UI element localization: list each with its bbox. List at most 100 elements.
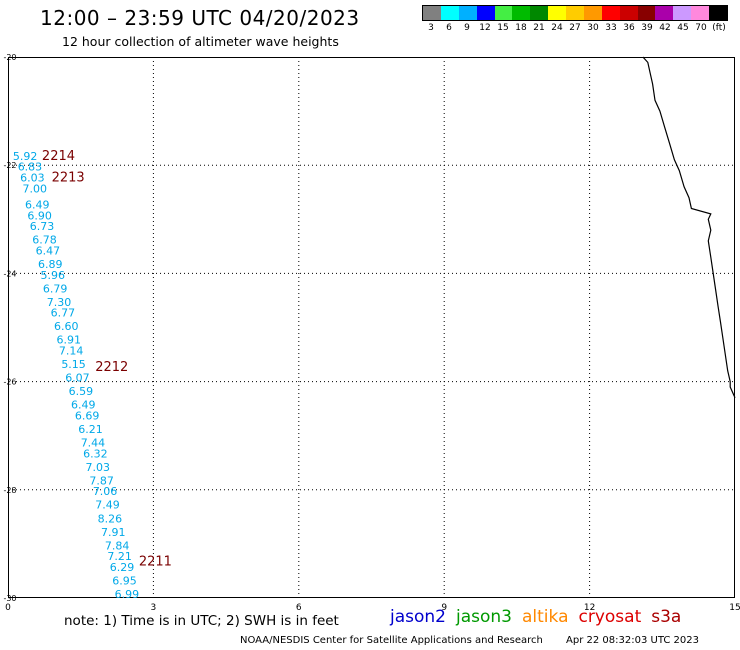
pass-time-label: 2212 xyxy=(95,360,128,375)
legend-swatch xyxy=(601,6,620,20)
legend-label: 30 xyxy=(587,23,599,33)
wave-height-value: 6.83 xyxy=(18,161,43,174)
y-tick-label: -28 xyxy=(3,486,16,495)
satellite-label-cryosat: cryosat xyxy=(578,607,642,627)
pass-time-label: 2213 xyxy=(52,170,85,185)
legend-label: 27 xyxy=(569,23,581,33)
legend-swatch xyxy=(566,6,584,20)
map-frame xyxy=(8,57,735,598)
legend-swatch xyxy=(637,6,656,20)
wave-height-value: 7.84 xyxy=(105,539,130,552)
legend-label: 42 xyxy=(659,23,671,33)
wave-height-value: 6.29 xyxy=(110,561,135,574)
y-tick-label: -20 xyxy=(3,53,16,62)
map-title: 12:00 – 23:59 UTC 04/20/2023 xyxy=(40,6,360,30)
wave-height-value: 7.87 xyxy=(89,474,114,487)
legend-label: 39 xyxy=(641,23,653,33)
wave-height-value: 6.47 xyxy=(36,244,61,257)
wave-height-value: 7.00 xyxy=(23,182,48,195)
satellite-label-jason3: jason3 xyxy=(456,607,512,627)
y-tick-label: -26 xyxy=(3,378,16,387)
legend-label: 3 xyxy=(428,23,434,33)
legend-color-bar xyxy=(422,5,728,21)
legend-swatch xyxy=(709,6,727,20)
legend-label: 12 xyxy=(479,23,491,33)
wave-height-value: 6.03 xyxy=(20,171,45,184)
wave-height-value: 6.90 xyxy=(27,209,51,222)
legend-swatch xyxy=(512,6,531,20)
satellite-label-s3a: s3a xyxy=(651,607,682,627)
legend-label: 70 xyxy=(695,23,707,33)
wave-height-value: 6.95 xyxy=(112,574,137,587)
x-tick-label: 0 xyxy=(5,603,11,613)
wave-height-value: 6.78 xyxy=(32,234,57,247)
wave-height-value: 6.07 xyxy=(65,372,90,385)
map-subtitle: 12 hour collection of altimeter wave hei… xyxy=(62,34,339,49)
legend-swatch xyxy=(673,6,692,20)
pass-time-label: 2211 xyxy=(139,555,172,570)
wave-height-value: 7.30 xyxy=(47,296,71,309)
legend-swatch xyxy=(619,6,638,20)
x-tick-label: 12 xyxy=(584,603,595,613)
wave-height-value: 7.91 xyxy=(101,526,126,539)
wave-height-value: 5.15 xyxy=(61,358,86,371)
x-tick-label: 6 xyxy=(296,603,302,613)
legend-label: 9 xyxy=(464,23,470,33)
wave-height-value: 6.49 xyxy=(25,198,50,211)
legend-label: 45 xyxy=(677,23,689,33)
x-tick-label: 9 xyxy=(441,603,447,613)
wave-height-value: 6.89 xyxy=(38,258,63,271)
pass-time-label: 2214 xyxy=(42,149,75,164)
legend-swatch xyxy=(530,6,549,20)
legend-swatch xyxy=(691,6,709,20)
wave-height-value: 6.91 xyxy=(56,334,81,347)
wave-height-value: 7.21 xyxy=(107,550,131,563)
wave-height-value: 6.77 xyxy=(51,307,76,320)
wave-height-value: 6.59 xyxy=(69,385,94,398)
x-tick-label: 15 xyxy=(729,603,740,613)
y-tick-label: -22 xyxy=(3,161,16,170)
wave-height-value: 7.14 xyxy=(59,345,84,358)
wave-height-value: 6.32 xyxy=(83,447,108,460)
coastline xyxy=(642,56,736,399)
wave-height-value: 8.26 xyxy=(98,512,123,525)
legend-label: 33 xyxy=(605,23,617,33)
legend-swatch xyxy=(548,6,566,20)
wave-height-value: 5.96 xyxy=(40,269,65,282)
wave-height-value: 6.69 xyxy=(75,409,100,422)
wave-height-value: 5.92 xyxy=(13,150,37,163)
satellite-legend: jason2 jason3 altika cryosat s3a xyxy=(390,607,691,627)
wave-height-value: 6.49 xyxy=(71,399,96,412)
legend-swatch xyxy=(583,6,602,20)
timestamp: Apr 22 08:32:03 UTC 2023 xyxy=(566,635,699,646)
wave-height-value: 7.06 xyxy=(93,485,118,498)
wave-height-value: 7.44 xyxy=(81,437,106,450)
footnote: note: 1) Time is in UTC; 2) SWH is in fe… xyxy=(64,613,339,629)
legend-swatch xyxy=(476,6,495,20)
legend-swatch xyxy=(494,6,513,20)
legend-label: 6 xyxy=(446,23,452,33)
wave-height-value: 7.03 xyxy=(86,461,111,474)
satellite-label-altika: altika xyxy=(522,607,569,627)
x-tick-label: 3 xyxy=(151,603,157,613)
legend-labels: 3 6 9 12 15 18 21 24 27 30 33 36 39 42 45 70 (ft) xyxy=(422,21,728,35)
y-tick-label: -24 xyxy=(3,269,16,278)
wave-height-value: 6.79 xyxy=(43,282,67,295)
legend-swatch xyxy=(440,6,459,20)
wave-height-value: 7.49 xyxy=(95,499,120,512)
legend-swatch xyxy=(458,6,477,20)
satellite-label-jason2: jason2 xyxy=(390,607,446,627)
legend-swatch xyxy=(655,6,674,20)
legend-label: 15 xyxy=(497,23,509,33)
wave-height-value: 6.60 xyxy=(54,320,79,333)
wave-height-value: 6.21 xyxy=(78,423,103,436)
credit-text: NOAA/NESDIS Center for Satellite Applica… xyxy=(240,635,543,646)
legend-label: 24 xyxy=(551,23,563,33)
color-legend: 3 6 9 12 15 18 21 24 27 30 33 36 39 42 45 70 (ft) xyxy=(422,5,728,35)
legend-label: 18 xyxy=(515,23,527,33)
legend-label: (ft) xyxy=(712,23,726,33)
legend-swatch xyxy=(423,6,441,20)
y-tick-label: -30 xyxy=(3,594,16,603)
legend-label: 36 xyxy=(623,23,635,33)
